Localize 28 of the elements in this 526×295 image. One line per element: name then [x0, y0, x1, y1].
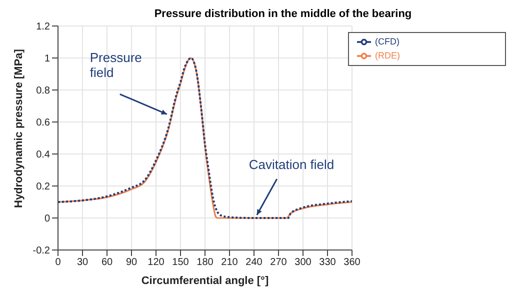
x-tick-label: 60 [101, 257, 113, 268]
x-tick-label: 300 [294, 257, 312, 268]
x-tick-label: 360 [344, 257, 361, 268]
y-tick-label: 1 [44, 54, 50, 65]
x-tick-label: 150 [172, 257, 190, 268]
x-tick-label: 180 [196, 257, 214, 268]
legend-label: (CFD) [375, 36, 400, 46]
x-tick-label: 90 [126, 257, 138, 268]
y-axis-title: Hydrodynamic pressure [MPa] [12, 48, 25, 208]
y-tick-label: -0.2 [32, 246, 50, 257]
x-tick-label: 210 [221, 257, 238, 268]
x-tick-label: 120 [148, 257, 165, 268]
y-tick-label: 0.2 [36, 182, 50, 193]
x-tick-label: 270 [270, 257, 288, 268]
y-tick-label: 0.4 [36, 150, 50, 161]
y-tick-label: 0.6 [36, 118, 50, 129]
x-axis-title: Circumferential angle [°] [141, 275, 269, 287]
annotation: Cavitation field [248, 157, 334, 172]
chart-title: Pressure distribution in the middle of the bearing [153, 8, 413, 20]
x-tick-label: 0 [55, 257, 62, 268]
x-tick-label: 330 [319, 257, 336, 268]
legend-label: (RDE) [375, 50, 400, 60]
x-tick-label: 240 [246, 257, 263, 268]
x-tick-label: 30 [76, 257, 88, 268]
y-tick-label: 0.8 [36, 86, 50, 97]
y-tick-label: 0 [44, 214, 50, 225]
annotation: Pressure field [90, 50, 142, 80]
y-tick-label: 1.2 [36, 22, 50, 33]
